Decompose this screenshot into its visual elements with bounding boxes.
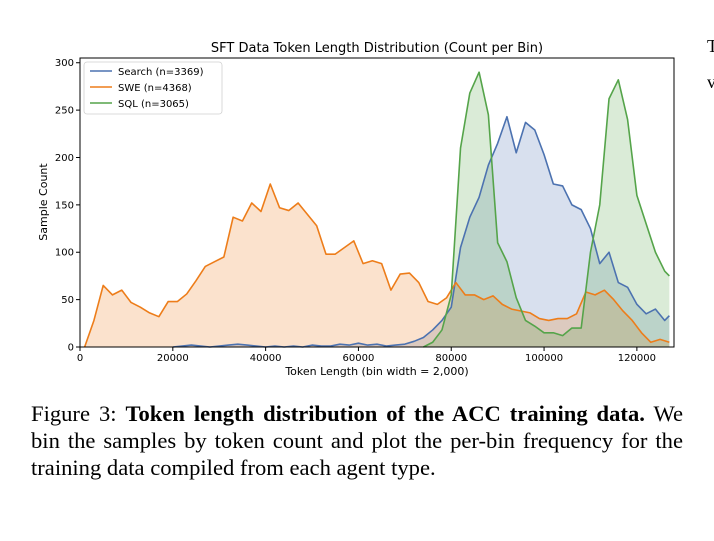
y-axis-label: Sample Count — [37, 163, 50, 241]
y-tick-label: 250 — [55, 106, 74, 117]
legend-label-sql: SQL (n=3065) — [118, 99, 189, 110]
x-tick-label: 100000 — [525, 353, 563, 364]
chart-svg: SFT Data Token Length Distribution (Coun… — [37, 41, 675, 378]
series-layer — [83, 71, 670, 348]
x-tick-label: 40000 — [250, 353, 282, 364]
x-tick-label: 80000 — [435, 353, 467, 364]
figure-caption: Figure 3: Token length distribution of t… — [31, 400, 683, 481]
y-tick-label: 100 — [55, 248, 74, 259]
edge-text-line-1: T — [707, 36, 714, 56]
x-tick-label: 120000 — [618, 353, 656, 364]
legend-label-search: Search (n=3369) — [118, 67, 204, 78]
y-tick-label: 50 — [61, 295, 74, 306]
edge-text-line-2: v — [707, 72, 714, 92]
caption-bold-title: Token length distribution of the ACC tra… — [125, 401, 645, 426]
area-search — [172, 116, 670, 347]
chart-figure: SFT Data Token Length Distribution (Coun… — [37, 41, 675, 378]
legend-label-swe: SWE (n=4368) — [118, 83, 192, 94]
cropped-edge-text: T v — [707, 28, 714, 100]
chart-title: SFT Data Token Length Distribution (Coun… — [211, 41, 543, 56]
caption-label: Figure 3: — [31, 401, 117, 426]
x-tick-label: 60000 — [343, 353, 375, 364]
x-tick-label: 20000 — [157, 353, 189, 364]
y-tick-label: 300 — [55, 58, 74, 69]
line-search — [172, 115, 670, 348]
x-tick-label: 0 — [77, 353, 83, 364]
area-swe — [84, 184, 670, 347]
line-sql — [423, 71, 670, 348]
legend-box — [83, 61, 223, 115]
area-sql — [423, 72, 670, 348]
plot-frame — [79, 57, 675, 348]
line-swe — [83, 183, 670, 348]
x-axis: 0 20000 40000 60000 80000 100000 120000 — [77, 347, 656, 364]
y-tick-label: 0 — [68, 343, 74, 354]
y-axis: 0 50 100 150 200 250 300 — [55, 58, 80, 354]
y-tick-label: 200 — [55, 153, 74, 164]
x-axis-label: Token Length (bin width = 2,000) — [284, 365, 468, 378]
legend: Search (n=3369) SWE (n=4368) SQL (n=3065… — [83, 61, 223, 115]
caption-text: We bin the samples by token count and pl… — [31, 401, 683, 480]
y-tick-label: 150 — [55, 200, 74, 211]
